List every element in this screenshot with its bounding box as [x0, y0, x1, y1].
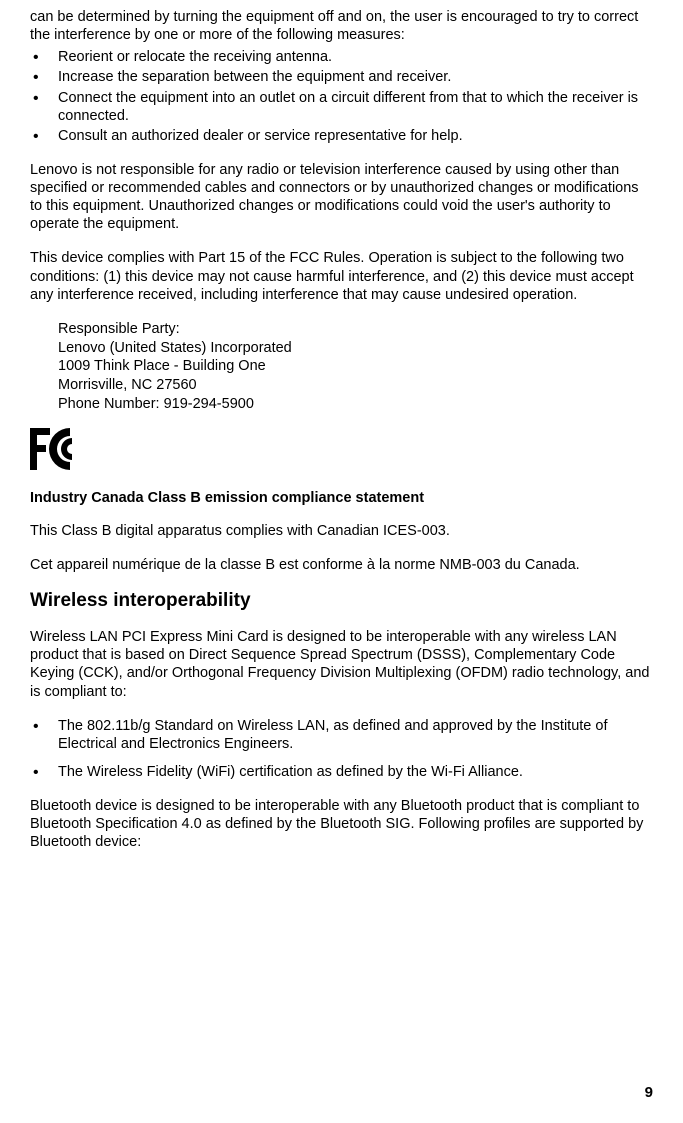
measures-list: Reorient or relocate the receiving anten…: [30, 48, 653, 145]
bluetooth-paragraph: Bluetooth device is designed to be inter…: [30, 797, 653, 851]
responsible-party-block: Responsible Party: Lenovo (United States…: [30, 320, 653, 414]
canada-french: Cet appareil numérique de la classe B es…: [30, 556, 653, 574]
lenovo-disclaimer: Lenovo is not responsible for any radio …: [30, 161, 653, 234]
page-number: 9: [645, 1084, 653, 1101]
intro-paragraph: can be determined by turning the equipme…: [30, 8, 653, 44]
responsible-party-address2: Morrisville, NC 27560: [58, 376, 653, 395]
list-item: Increase the separation between the equi…: [30, 68, 653, 86]
fcc-logo-icon: [30, 428, 653, 470]
canada-english: This Class B digital apparatus complies …: [30, 522, 653, 540]
responsible-party-label: Responsible Party:: [58, 320, 653, 339]
fcc-compliance: This device complies with Part 15 of the…: [30, 249, 653, 303]
responsible-party-name: Lenovo (United States) Incorporated: [58, 339, 653, 358]
wireless-heading: Wireless interoperability: [30, 590, 653, 612]
wireless-intro: Wireless LAN PCI Express Mini Card is de…: [30, 628, 653, 701]
list-item: Consult an authorized dealer or service …: [30, 127, 653, 145]
list-item: The 802.11b/g Standard on Wireless LAN, …: [30, 717, 653, 753]
list-item: The Wireless Fidelity (WiFi) certificati…: [30, 763, 653, 781]
list-item: Reorient or relocate the receiving anten…: [30, 48, 653, 66]
responsible-party-address1: 1009 Think Place - Building One: [58, 357, 653, 376]
wireless-list: The 802.11b/g Standard on Wireless LAN, …: [30, 717, 653, 781]
responsible-party-phone: Phone Number: 919-294-5900: [58, 395, 653, 414]
canada-heading: Industry Canada Class B emission complia…: [30, 490, 653, 506]
list-item: Connect the equipment into an outlet on …: [30, 89, 653, 125]
